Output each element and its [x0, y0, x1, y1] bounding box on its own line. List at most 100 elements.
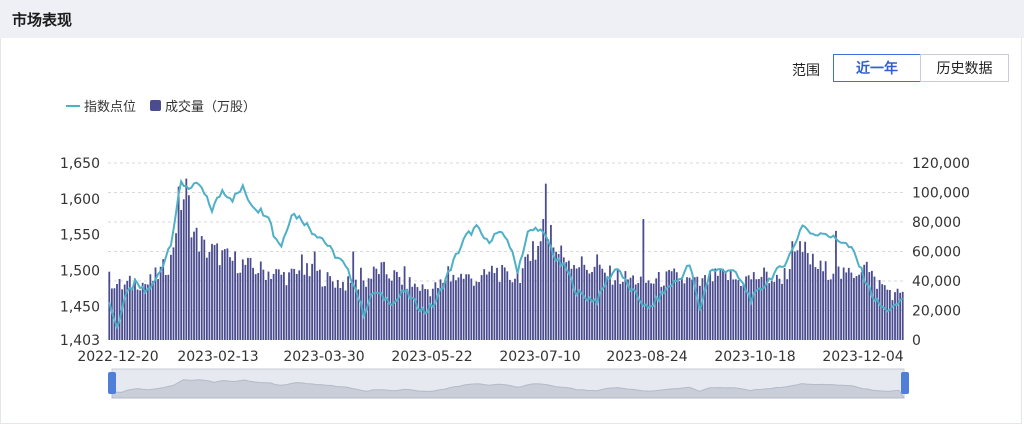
- volume-bar: [863, 264, 866, 340]
- volume-bar: [380, 262, 383, 340]
- volume-bar: [218, 265, 221, 340]
- volume-bar: [716, 275, 719, 340]
- volume-bar: [311, 263, 314, 340]
- volume-bar: [146, 284, 149, 340]
- volume-bar: [149, 274, 152, 340]
- volume-bar: [565, 262, 568, 340]
- y-right-tick: 0: [912, 333, 921, 349]
- volume-bar: [321, 286, 324, 340]
- volume-bar: [316, 270, 319, 340]
- volume-bar: [272, 273, 275, 340]
- volume-bar: [673, 268, 676, 340]
- volume-bar: [131, 287, 134, 340]
- y-right-tick: 120,000: [912, 156, 970, 172]
- volume-bar: [801, 251, 804, 340]
- volume-bar: [580, 256, 583, 340]
- volume-bar: [886, 289, 889, 340]
- volume-bar: [688, 277, 691, 340]
- volume-bar: [758, 279, 760, 340]
- volume-bar: [306, 263, 308, 340]
- volume-bar: [627, 279, 629, 340]
- volume-bar: [113, 288, 116, 340]
- volume-bar: [460, 273, 462, 340]
- volume-bar: [293, 268, 296, 340]
- volume-bar: [701, 278, 704, 340]
- volume-bar: [506, 271, 509, 340]
- volume-bar: [696, 276, 699, 340]
- volume-bar: [891, 300, 894, 340]
- x-tick: 2023-07-10: [499, 349, 580, 365]
- y-left-tick: 1,500: [60, 263, 100, 279]
- volume-bar: [154, 267, 157, 340]
- volume-bar: [619, 283, 622, 340]
- volume-bar: [421, 284, 424, 340]
- volume-bar: [732, 279, 735, 340]
- volume-bar: [324, 286, 326, 340]
- volume-bar: [365, 286, 367, 340]
- volume-bar: [547, 239, 550, 340]
- volume-bar: [444, 278, 447, 340]
- volume-bar: [236, 273, 239, 340]
- volume-bar: [241, 259, 244, 340]
- x-tick: 2023-05-22: [391, 349, 472, 365]
- volume-bar: [876, 288, 878, 340]
- volume-bar: [231, 260, 234, 340]
- volume-bar: [686, 277, 688, 340]
- volume-bar: [568, 260, 570, 340]
- volume-bar: [216, 243, 219, 340]
- volume-bar: [123, 284, 126, 340]
- volume-bar: [329, 276, 332, 340]
- volume-bar: [832, 273, 835, 340]
- y-left-tick: 1,403: [60, 333, 100, 349]
- chart-legend[interactable]: 指数点位 成交量（万股）: [66, 96, 256, 115]
- y-right-tick: 40,000: [912, 274, 961, 290]
- volume-bar: [624, 271, 627, 340]
- volume-bar: [275, 269, 278, 340]
- volume-bar: [139, 290, 141, 340]
- volume-bar: [511, 282, 514, 340]
- volume-bar: [478, 282, 480, 340]
- x-tick: 2023-10-18: [714, 349, 795, 365]
- volume-bar: [177, 186, 180, 340]
- zoom-handle-right[interactable]: [901, 372, 909, 394]
- volume-bar: [737, 280, 740, 340]
- volume-bar: [555, 251, 557, 340]
- volume-bar: [824, 261, 827, 340]
- volume-bar: [693, 277, 696, 340]
- volume-bar: [534, 259, 537, 340]
- volume-bar: [200, 236, 203, 340]
- volume-bar: [691, 279, 694, 340]
- volume-bar: [467, 274, 470, 340]
- volume-bar: [529, 260, 532, 340]
- volume-bar: [514, 278, 516, 340]
- volume-bar: [773, 281, 776, 340]
- volume-bar: [616, 269, 619, 340]
- range-button-history[interactable]: 历史数据: [920, 54, 1009, 82]
- volume-bar: [437, 287, 439, 340]
- zoom-handle-left[interactable]: [108, 372, 116, 394]
- volume-bar: [393, 270, 396, 340]
- volume-bar: [496, 267, 498, 340]
- volume-bar: [747, 275, 750, 340]
- volume-bar: [498, 281, 501, 340]
- volume-bar: [668, 269, 670, 340]
- volume-bar: [557, 254, 560, 340]
- volume-bar: [698, 285, 701, 340]
- volume-bar: [259, 261, 262, 340]
- volume-bar: [596, 254, 599, 340]
- volume-bar: [585, 269, 588, 340]
- volume-bar: [770, 280, 773, 340]
- volume-bar: [388, 278, 391, 340]
- volume-bar: [827, 279, 830, 340]
- volume-bar: [136, 289, 139, 340]
- x-tick: 2023-08-24: [606, 349, 687, 365]
- y-left-tick: 1,650: [60, 156, 100, 172]
- volume-bar: [403, 266, 406, 340]
- volume-bar: [819, 260, 822, 340]
- volume-bar: [778, 278, 781, 340]
- volume-bar: [205, 257, 208, 340]
- y-left-tick: 1,550: [60, 228, 100, 244]
- volume-bar: [398, 276, 401, 340]
- volume-bar: [888, 290, 891, 340]
- range-button-1y[interactable]: 近一年: [833, 54, 921, 82]
